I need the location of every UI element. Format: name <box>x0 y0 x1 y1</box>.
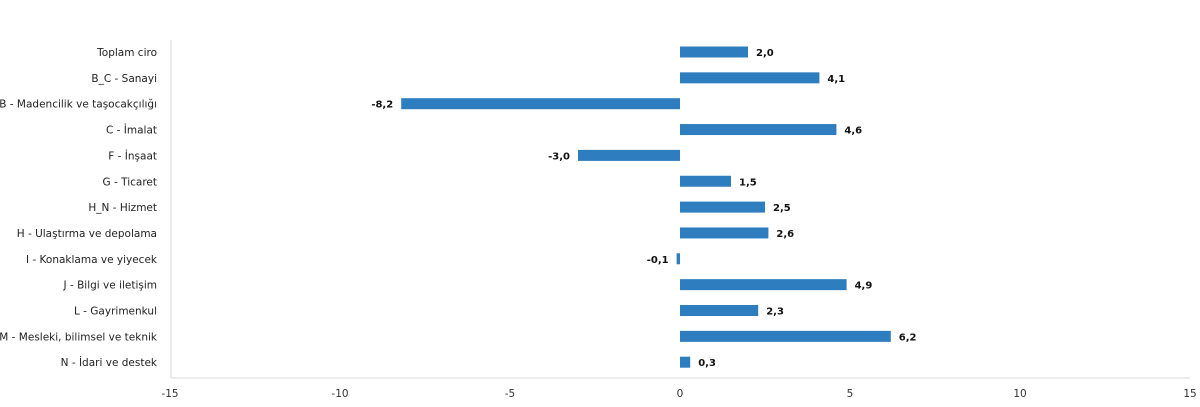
bar <box>676 253 680 265</box>
category-label: J - Bilgi ve iletişim <box>63 280 157 292</box>
x-tick-label: 0 <box>677 388 684 400</box>
bar <box>578 149 680 161</box>
data-label: 2,0 <box>756 48 774 59</box>
bar <box>680 356 691 368</box>
data-label: -3,0 <box>548 151 570 162</box>
category-label: C - İmalat <box>106 124 157 137</box>
category-label: F - İnşaat <box>108 149 157 162</box>
bar <box>680 124 837 136</box>
data-label: 4,1 <box>827 74 845 85</box>
category-label: G - Ticaret <box>103 176 157 188</box>
bar <box>680 227 769 239</box>
data-label: -8,2 <box>371 100 393 111</box>
category-label: B - Madencilik ve taşocakçılığı <box>0 99 157 111</box>
bar <box>401 98 680 110</box>
bar <box>680 72 820 84</box>
data-label: 0,3 <box>698 358 716 369</box>
bar <box>680 175 731 187</box>
category-label: I - Konaklama ve yiyecek <box>26 254 158 266</box>
category-label: H - Ulaştırma ve depolama <box>17 228 157 240</box>
x-tick-label: -5 <box>505 388 515 400</box>
category-label: M - Mesleki, bilimsel ve teknik <box>0 331 158 343</box>
data-label: 2,3 <box>766 307 784 318</box>
data-label: 4,9 <box>855 281 873 292</box>
x-tick-label: -15 <box>161 388 178 400</box>
data-label: 2,5 <box>773 203 791 214</box>
bar <box>680 279 847 291</box>
x-tick-label: 10 <box>1013 388 1026 400</box>
category-label: N - İdari ve destek <box>61 356 158 369</box>
data-label: 2,6 <box>776 229 794 240</box>
data-label: 4,6 <box>844 126 862 137</box>
bar <box>680 201 765 213</box>
x-tick-label: 5 <box>847 388 854 400</box>
bar <box>680 330 891 342</box>
category-label: L - Gayrimenkul <box>74 306 157 318</box>
x-tick-label: 15 <box>1183 388 1196 400</box>
bar <box>680 46 748 58</box>
data-label: 1,5 <box>739 177 757 188</box>
x-tick-label: -10 <box>331 388 348 400</box>
data-label: -0,1 <box>647 255 669 266</box>
category-label: H_N - Hizmet <box>88 202 157 214</box>
category-label: Toplam ciro <box>96 47 157 59</box>
data-label: 6,2 <box>899 332 917 343</box>
category-label: B_C - Sanayi <box>91 73 157 85</box>
bar <box>680 305 759 316</box>
